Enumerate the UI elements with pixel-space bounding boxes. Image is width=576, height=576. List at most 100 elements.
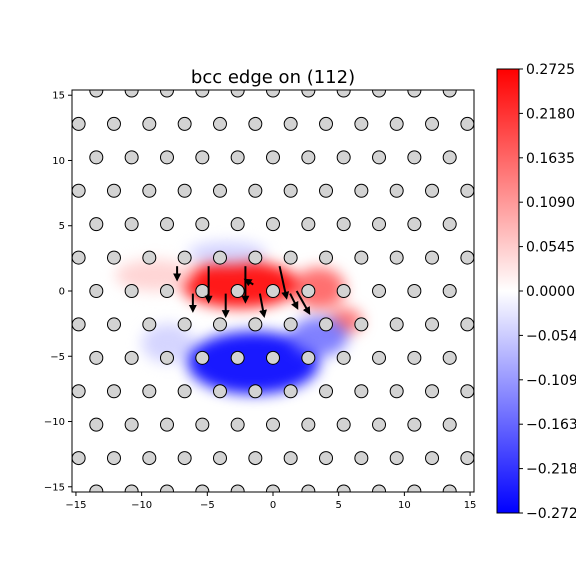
plot-area [72,51,492,531]
atom-marker [301,484,316,492]
atom-marker [266,284,280,298]
atom-marker [460,250,474,265]
displacement-arrow [289,293,299,310]
atom-marker [479,84,492,97]
atom-marker [442,90,457,98]
atom-marker [159,484,174,492]
atom-marker [124,90,139,98]
atom-marker [336,484,351,492]
y-axis: −15 −10 −5 0 5 10 15 [44,91,72,493]
atom-marker [159,217,174,232]
atom-marker [407,484,422,492]
atom-marker [107,518,120,531]
atom-marker [354,116,369,131]
atom-marker [389,451,404,466]
atom-marker [355,51,368,64]
y-tick-label: −15 [44,482,65,493]
atom-marker [72,317,86,332]
displacement-arrow [243,278,254,287]
atom-marker [72,384,86,399]
atom-marker [319,116,334,131]
atom-marker [177,250,192,265]
atom-marker [372,90,387,98]
atom-marker [407,217,422,232]
colorbar-tick-label: 0.1635 [526,151,575,167]
colorbar-tick-label: −0.0545 [526,328,576,344]
colorbar-tick-label: −0.1090 [526,373,576,389]
atom-marker [89,90,104,98]
atom-marker [142,183,157,198]
atom-marker [142,384,157,399]
atom-marker [389,317,404,332]
atom-marker [89,350,104,365]
atom-marker [425,183,440,198]
atom-marker [461,518,474,531]
atom-marker [389,384,404,399]
y-tick-label: −5 [50,352,65,363]
atom-marker [177,317,192,332]
atom-markers [72,51,492,531]
displacement-arrow [258,293,267,319]
y-tick-label: −10 [44,417,65,428]
atom-marker [460,384,474,399]
atom-marker [372,350,387,365]
atom-marker [106,116,121,131]
atom-marker [248,451,263,466]
atom-marker [319,250,334,265]
atom-marker [89,284,104,298]
atom-marker [124,217,139,232]
atom-marker [142,451,157,466]
atom-marker [159,150,174,165]
atom-marker [72,451,86,466]
atom-marker [249,51,262,64]
atom-marker [124,284,139,298]
atom-marker [195,350,210,365]
atom-marker [212,116,227,131]
atom-marker [89,217,104,232]
colorbar-tick-label: 0.2180 [526,106,575,122]
atom-marker [320,51,333,64]
atom-marker [442,284,457,298]
x-tick-label: −5 [200,500,215,511]
x-tick-label: −15 [65,500,86,511]
atom-marker [142,250,157,265]
atom-marker [372,217,387,232]
atom-marker [283,183,298,198]
atom-marker [142,116,157,131]
atom-marker [177,183,192,198]
atom-marker [248,317,263,332]
atom-marker [177,451,192,466]
atom-marker [301,284,316,298]
atom-marker [372,484,387,492]
atom-marker [407,90,422,98]
atom-marker [106,451,121,466]
atom-marker [479,285,492,298]
colorbar-tick-label: −0.2725 [526,506,576,522]
atom-marker [266,150,280,165]
atom-marker [319,317,334,332]
atom-marker [195,90,210,98]
atom-marker [407,150,422,165]
atom-marker [460,183,474,198]
atom-marker [213,518,226,531]
atom-marker [212,250,227,265]
chart-title: bcc edge on (112) [191,67,355,88]
atom-marker [72,183,86,198]
colorbar-tick-label: 0.0000 [526,284,575,300]
atom-marker [178,518,191,531]
atom-marker [72,250,86,265]
atom-marker [159,417,174,432]
atom-marker [336,217,351,232]
atom-marker [124,484,139,492]
colorbar-tick-label: 0.0545 [526,240,575,256]
atom-marker [106,183,121,198]
atom-marker [159,90,174,98]
atom-marker [248,116,263,131]
atom-marker [442,350,457,365]
atom-marker [212,451,227,466]
atom-marker [336,350,351,365]
atom-marker [389,183,404,198]
atom-marker [124,350,139,365]
atom-marker [460,451,474,466]
